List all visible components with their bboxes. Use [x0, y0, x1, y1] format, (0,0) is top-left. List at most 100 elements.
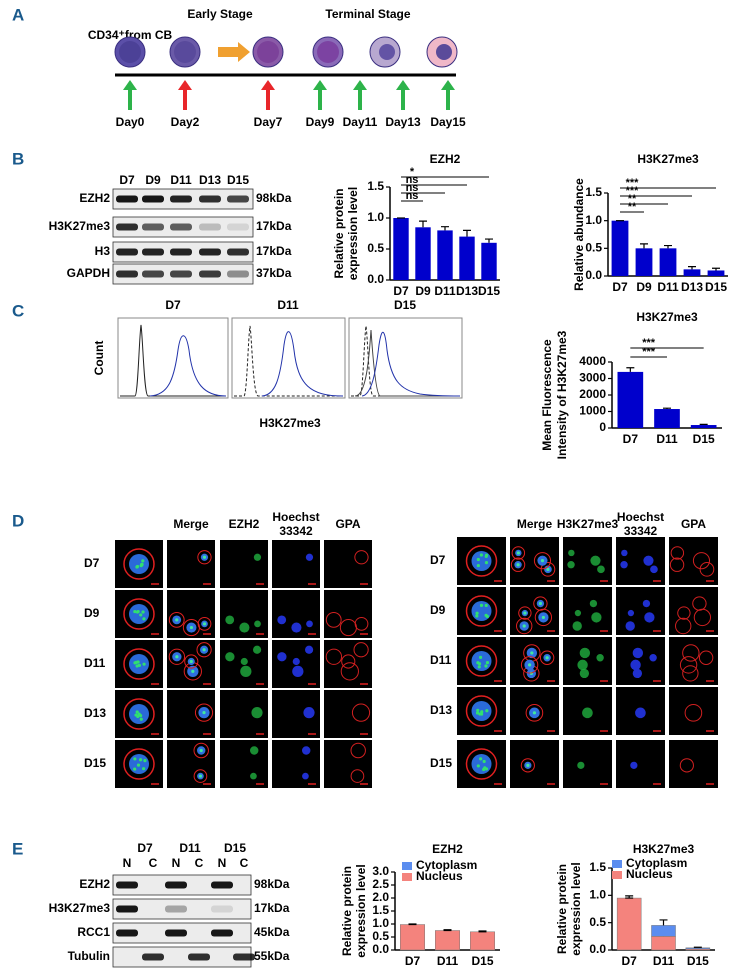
- bar: [617, 371, 644, 428]
- error-bar: [419, 220, 427, 228]
- signal: [138, 758, 143, 762]
- cell-nucleus: [304, 645, 314, 654]
- chart-title: EZH2: [432, 842, 463, 856]
- signal: [538, 601, 543, 606]
- legend-label: Nucleus: [416, 869, 463, 883]
- blot-band: [170, 195, 192, 203]
- signal: [480, 710, 484, 714]
- column-header: Merge: [173, 517, 209, 531]
- blot-band: [233, 953, 255, 961]
- cell-membrane: [182, 618, 200, 637]
- blot-band: [170, 248, 192, 256]
- signal: [522, 624, 526, 628]
- flow-control: [354, 329, 460, 397]
- cell-membrane: [168, 648, 186, 665]
- cell-membrane: [123, 748, 155, 780]
- y-tick-label: 0: [599, 420, 606, 434]
- flow-title: D7: [165, 298, 181, 312]
- blot-band: [116, 881, 138, 889]
- blot-band: [227, 248, 249, 256]
- column-header: Hoechst: [617, 510, 664, 524]
- protein-label: H3K27me3: [49, 901, 111, 915]
- column-header: 33342: [279, 524, 313, 538]
- cell-nucleus: [643, 555, 654, 566]
- signal: [485, 709, 489, 713]
- nucleus: [436, 44, 452, 60]
- y-tick-label: 0.0: [372, 942, 389, 956]
- y-tick-label: 1.5: [367, 179, 384, 193]
- cell-membrane: [197, 550, 212, 565]
- size-label: 98kDa: [254, 877, 290, 891]
- row-label: D11: [84, 656, 106, 670]
- signal: [139, 613, 143, 617]
- flow-stained: [361, 332, 461, 397]
- signal: [202, 711, 206, 715]
- micrograph: [563, 637, 612, 685]
- lane-label: D7: [119, 173, 135, 187]
- micrograph: [616, 687, 665, 735]
- cell-nucleus: [621, 549, 628, 557]
- legend-label: Cytoplasm: [626, 856, 687, 870]
- blot-band: [116, 929, 138, 937]
- micrograph: [457, 587, 506, 635]
- micrograph: [272, 540, 320, 588]
- day-label: Day15: [430, 115, 466, 129]
- cell-membrane: [534, 608, 553, 627]
- image-frame: [167, 540, 215, 588]
- day-arrow-head: [313, 80, 327, 90]
- cell-nucleus: [305, 553, 314, 561]
- panel-letter: A: [12, 5, 24, 24]
- row-label: D7: [430, 553, 446, 567]
- cell-nucleus: [635, 707, 646, 719]
- signal: [572, 621, 582, 631]
- signal: [141, 610, 145, 614]
- x-tick-label: D15: [471, 954, 493, 968]
- micrograph: [510, 637, 559, 685]
- day-arrow-head: [178, 80, 192, 90]
- signal: [482, 759, 486, 764]
- signal: [577, 659, 588, 671]
- legend-label: Nucleus: [626, 867, 673, 881]
- blot-band: [227, 270, 249, 278]
- cell-membrane: [184, 654, 199, 669]
- bar: [690, 425, 717, 428]
- signal: [532, 711, 537, 715]
- x-tick-label: D7: [612, 280, 628, 294]
- micrograph: [324, 690, 372, 738]
- day-arrow-head: [353, 80, 367, 90]
- lane-label: D15: [224, 841, 246, 855]
- signal: [484, 553, 489, 557]
- x-tick-label: D7: [623, 432, 639, 446]
- blot-band: [170, 270, 192, 278]
- day-label: Day13: [385, 115, 421, 129]
- bar: [393, 218, 409, 280]
- signal: [475, 611, 479, 615]
- signal: [134, 713, 138, 717]
- flow-title: D11: [277, 298, 299, 312]
- cell-nucleus: [620, 561, 628, 569]
- blot-band: [116, 248, 138, 256]
- signal: [484, 603, 488, 608]
- y-axis-label: expression level: [346, 187, 360, 280]
- bar-segment: [435, 930, 460, 951]
- chart-title: H3K27me3: [633, 842, 695, 856]
- x-tick-label: D11: [657, 280, 679, 294]
- x-tick-label: D7: [393, 284, 409, 298]
- image-frame: [616, 637, 665, 685]
- row-label: D13: [84, 706, 106, 720]
- cell-membrane: [350, 742, 366, 759]
- micrograph: [272, 640, 320, 688]
- panel-letter: D: [12, 511, 24, 530]
- signal: [142, 767, 146, 771]
- cell-membrane: [684, 704, 703, 722]
- signal: [137, 712, 141, 716]
- legend-swatch: [612, 860, 622, 868]
- micrograph: [324, 640, 372, 688]
- signal: [596, 654, 604, 662]
- bar: [481, 242, 497, 280]
- micrograph: [669, 740, 718, 788]
- blot-band: [199, 223, 221, 231]
- blot-band: [116, 905, 138, 913]
- y-axis-label: Relative protein: [555, 864, 569, 954]
